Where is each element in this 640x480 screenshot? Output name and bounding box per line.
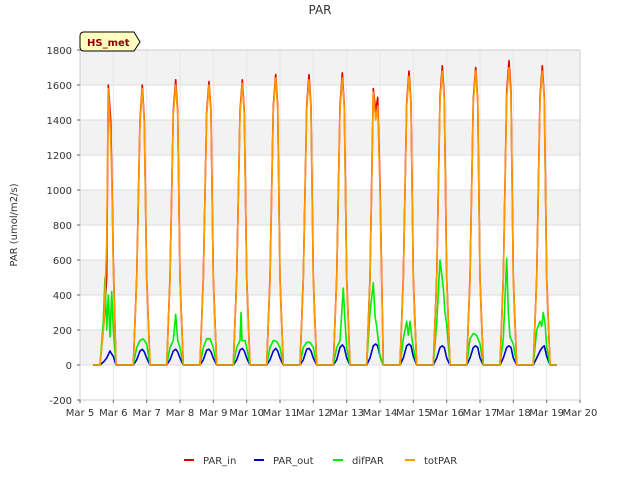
plot-band (80, 330, 580, 365)
x-tick-label: Mar 19 (529, 408, 564, 419)
legend-label: PAR_in (203, 456, 236, 467)
x-tick-label: Mar 5 (66, 408, 94, 419)
badge-box (79, 31, 141, 52)
legend-label: PAR_out (273, 456, 314, 467)
plot-band (80, 155, 580, 190)
x-tick-label: Mar 7 (132, 408, 160, 419)
y-tick-label: 1000 (47, 186, 72, 197)
x-tick-label: Mar 14 (363, 408, 398, 419)
x-tick-label: Mar 12 (296, 408, 331, 419)
y-axis-title: PAR (umol/m2/s) (9, 183, 20, 266)
chart-title: PAR (308, 3, 331, 17)
y-tick-label: -200 (49, 396, 72, 407)
y-tick-label: 1600 (47, 81, 72, 92)
y-tick-label: 1200 (47, 151, 72, 162)
plot-bands (80, 50, 580, 400)
legend-label: difPAR (352, 456, 384, 467)
x-tick-label: Mar 15 (396, 408, 431, 419)
legend-label: totPAR (424, 456, 457, 467)
x-tick-label: Mar 8 (166, 408, 194, 419)
y-tick-label: 400 (53, 291, 72, 302)
x-tick-label: Mar 16 (429, 408, 464, 419)
plot-band (80, 190, 580, 225)
plot-band (80, 260, 580, 295)
plot-band (80, 295, 580, 330)
y-tick-label: 0 (66, 361, 72, 372)
legend: PAR_in PAR_out difPAR totPAR (184, 456, 457, 467)
x-tick-label: Mar 18 (496, 408, 531, 419)
plot-band (80, 120, 580, 155)
plot-band (80, 50, 580, 85)
series-line-totpar (93, 66, 557, 366)
x-tick-label: Mar 20 (563, 408, 598, 419)
dataset-badge: HS_met (79, 31, 141, 52)
series-layer (93, 59, 557, 366)
plot-band (80, 365, 580, 400)
x-tick-label: Mar 6 (99, 408, 127, 419)
x-tick-label: Mar 17 (463, 408, 498, 419)
x-tick-label: Mar 13 (329, 408, 364, 419)
legend-item-par-in: PAR_in (184, 456, 236, 467)
y-tick-label: 200 (53, 326, 72, 337)
x-tick-label: Mar 9 (199, 408, 227, 419)
x-tick-label: Mar 11 (263, 408, 298, 419)
x-tick-label: Mar 10 (229, 408, 264, 419)
y-tick-label: 1400 (47, 116, 72, 127)
plot-band (80, 225, 580, 260)
legend-item-par-out: PAR_out (254, 456, 314, 467)
plot-band (80, 85, 580, 120)
y-axis: -200 0 200 400 600 800 1000 1200 1400 1600 1800 (47, 46, 80, 407)
y-tick-label: 1800 (47, 46, 72, 57)
legend-item-totpar: totPAR (405, 456, 457, 467)
y-tick-label: 600 (53, 256, 72, 267)
legend-item-difpar: difPAR (333, 456, 384, 467)
badge-label: HS_met (87, 38, 130, 49)
y-tick-label: 800 (53, 221, 72, 232)
